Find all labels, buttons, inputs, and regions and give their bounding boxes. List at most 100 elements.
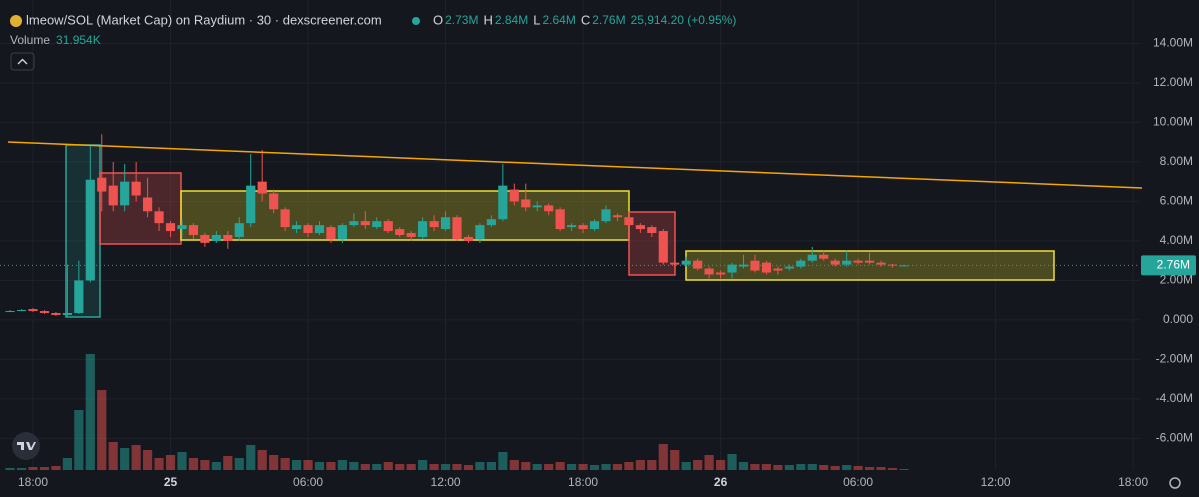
candle-body (429, 221, 439, 228)
volume-bar (211, 462, 221, 470)
candle-body (269, 193, 279, 210)
volume-bar (234, 458, 244, 470)
candle-body (326, 227, 336, 239)
y-tick-label: -2.00M (1156, 352, 1193, 366)
change-value: 25,914.20 (+0.95%) (631, 13, 737, 27)
trend-line (7, 141, 1143, 189)
candles (5, 134, 909, 316)
last-price-label: 2.76M (1157, 258, 1190, 272)
volume-bar (819, 465, 829, 470)
candle-body (647, 227, 657, 234)
y-tick-label: 12.00M (1153, 75, 1193, 89)
volume-bar (532, 464, 542, 470)
volume-bar (62, 458, 72, 470)
volume-bar (567, 464, 577, 470)
candle-body (131, 181, 141, 196)
volume-bar (738, 462, 749, 470)
candle-body (74, 280, 84, 314)
ohlc-value: 2.84M (495, 13, 528, 27)
volume-bar (303, 460, 313, 470)
candle-body (51, 313, 61, 315)
collapse-button[interactable] (10, 52, 35, 71)
candle-body (521, 199, 531, 208)
candle-body (395, 229, 405, 235)
candle-body (864, 260, 875, 263)
candle-body (62, 313, 72, 315)
ohlc-key: H (483, 12, 492, 27)
candle-body (842, 260, 852, 265)
candle-body (807, 254, 817, 261)
candle-body (246, 185, 256, 224)
candle-body (486, 219, 496, 226)
candle-body (154, 211, 164, 224)
y-tick-label: 8.00M (1160, 154, 1193, 168)
volume-bar (876, 467, 886, 470)
volume-bar (188, 458, 199, 470)
candle-body (578, 225, 588, 230)
volume-bar (280, 458, 290, 470)
volume-bar (326, 462, 336, 470)
candle-body (693, 260, 703, 269)
volume-bar (887, 468, 898, 470)
volume-bar (555, 462, 565, 470)
volume-bar (200, 460, 210, 470)
volume-bar (143, 450, 153, 470)
candle-body (440, 217, 451, 230)
candle-body (796, 260, 806, 267)
volume-bar (727, 454, 737, 470)
candle-body (876, 262, 886, 265)
candle-body (360, 221, 370, 226)
x-tick-label: 26 (714, 475, 728, 489)
candle-body (532, 205, 542, 208)
candle-body (635, 225, 645, 230)
volume-bar (108, 442, 118, 470)
volume-bar (715, 460, 726, 470)
candle-body (773, 268, 783, 271)
volume-bar (773, 465, 783, 470)
candle-body (589, 221, 600, 230)
candle-body (280, 209, 290, 228)
y-tick-label: 10.00M (1153, 115, 1193, 129)
volume-bar (601, 464, 611, 470)
candle-body (463, 236, 474, 241)
volume-bar (383, 462, 393, 470)
candle-body (223, 235, 233, 241)
volume-bar (544, 464, 554, 470)
volume-bar (807, 464, 817, 470)
candle-body (97, 177, 107, 192)
candle-body (177, 225, 187, 230)
volume-bar (429, 464, 439, 470)
candle-body (784, 266, 794, 269)
candle-body (108, 185, 118, 206)
volume-bar (475, 462, 485, 470)
candle-body (418, 221, 428, 237)
candle-body (624, 217, 634, 226)
volume-bar (97, 390, 107, 470)
candle-body (165, 223, 176, 232)
candle-body (337, 225, 347, 239)
volume-bar (509, 460, 519, 470)
candle-body (761, 262, 772, 273)
candle-body (85, 179, 95, 281)
candle-body (211, 235, 221, 241)
x-tick-label: 06:00 (293, 475, 323, 489)
y-tick-label: -6.00M (1156, 431, 1193, 445)
settings-icon[interactable] (1169, 477, 1181, 489)
x-tick-label: 18:00 (1118, 475, 1148, 489)
candle-body (681, 260, 691, 265)
volume-bar (131, 445, 141, 470)
volume-bar (314, 462, 325, 470)
volume-bar (612, 464, 623, 470)
volume-label: Volume (10, 33, 50, 47)
axes: -6.00M -4.00M -2.00M 0.000 2.00M 4.00M 6.00M 8.… (0, 36, 1196, 489)
candle-body (452, 217, 462, 239)
candle-body (188, 225, 199, 235)
candle-body (727, 264, 737, 273)
volume-bar (521, 462, 531, 470)
volume-bar (486, 462, 496, 470)
collapse-icon (17, 58, 28, 65)
volume-bar (750, 464, 760, 470)
volume-bar (784, 465, 794, 470)
x-tick-label: 06:00 (843, 475, 873, 489)
